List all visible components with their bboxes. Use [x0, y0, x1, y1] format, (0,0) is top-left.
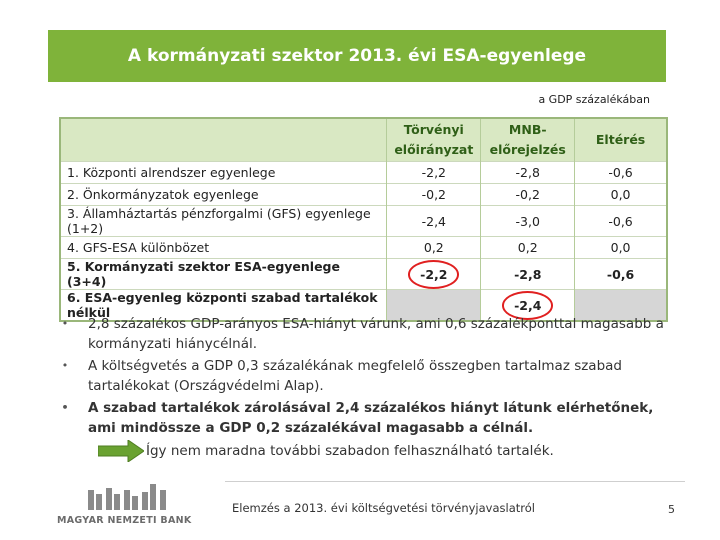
highlight-circle: -2,2	[408, 259, 460, 289]
slide-title-bar: A kormányzati szektor 2013. évi ESA-egye…	[48, 30, 666, 82]
row-label: 6. ESA-egyenleg központi szabad tartalék…	[60, 289, 387, 321]
row-label: 4. GFS-ESA különbözet	[60, 236, 387, 259]
bullet-item: • A szabad tartalékok zárolásával 2,4 sz…	[60, 398, 670, 438]
cell-forecast: 0,2	[480, 236, 575, 259]
bullet-text: A szabad tartalékok zárolásával 2,4 száz…	[88, 400, 654, 436]
header-difference: Eltérés	[574, 118, 667, 162]
cell-statutory-empty	[386, 289, 481, 321]
bullet-item: • A költségvetés a GDP 0,3 százalékának …	[60, 356, 670, 396]
table-header-row: Törvényi előirányzat MNB- előrejelzés El…	[60, 118, 667, 162]
cell-forecast-circled: -2,4	[480, 289, 575, 321]
bullet-text: A költségvetés a GDP 0,3 százalékának me…	[88, 358, 622, 394]
row-label: 3. Államháztartás pénzforgalmi (GFS) egy…	[60, 205, 387, 237]
mnb-logo-icon	[88, 484, 166, 510]
table-row: 1. Központi alrendszer egyenlege -2,2 -2…	[60, 161, 667, 184]
bullet-dot-icon: •	[61, 359, 69, 372]
right-arrow-icon	[98, 440, 144, 462]
table-row: 2. Önkormányzatok egyenlege -0,2 -0,2 0,…	[60, 183, 667, 206]
header-statutory-line2: előirányzat	[394, 142, 474, 157]
bullet-item: • 2,8 százalékos GDP-arányos ESA-hiányt …	[60, 314, 670, 354]
cell-difference: 0,0	[574, 236, 667, 259]
cell-statutory: -2,4	[386, 205, 481, 237]
cell-statutory: 0,2	[386, 236, 481, 259]
table-row-excl-reserves: 6. ESA-egyenleg központi szabad tartalék…	[60, 289, 667, 321]
bullet-list: • 2,8 százalékos GDP-arányos ESA-hiányt …	[60, 314, 670, 440]
highlight-circle: -2,4	[501, 290, 554, 320]
header-mnb-line1: MNB-	[508, 122, 547, 137]
cell-forecast: -0,2	[480, 183, 575, 206]
bullet-dot-icon: •	[61, 401, 69, 414]
table-row-total: 5. Kormányzati szektor ESA-egyenlege (3+…	[60, 258, 667, 290]
cell-forecast: -2,8	[480, 161, 575, 184]
header-statutory: Törvényi előirányzat	[386, 118, 481, 162]
table-row: 3. Államháztartás pénzforgalmi (GFS) egy…	[60, 205, 667, 237]
cell-statutory: -2,2	[386, 161, 481, 184]
cell-forecast: -2,8	[480, 258, 575, 290]
unit-note: a GDP százalékában	[538, 93, 650, 106]
cell-difference-empty	[574, 289, 667, 321]
footer-caption: Elemzés a 2013. évi költségvetési törvén…	[232, 501, 535, 515]
budget-table: Törvényi előirányzat MNB- előrejelzés El…	[59, 117, 668, 322]
page-number: 5	[668, 503, 675, 516]
cell-statutory: -0,2	[386, 183, 481, 206]
cell-statutory-circled: -2,2	[386, 258, 481, 290]
logo-text: MAGYAR NEMZETI BANK	[57, 515, 192, 526]
table-row: 4. GFS-ESA különbözet 0,2 0,2 0,0	[60, 236, 667, 259]
header-mnb-line2: előrejelzés	[489, 142, 566, 157]
conclusion-line: Így nem maradna további szabadon felhasz…	[98, 440, 554, 462]
bullet-text: 2,8 százalékos GDP-arányos ESA-hiányt vá…	[88, 316, 664, 352]
row-label: 5. Kormányzati szektor ESA-egyenlege (3+…	[60, 258, 387, 290]
cell-difference: 0,0	[574, 183, 667, 206]
cell-difference: -0,6	[574, 258, 667, 290]
header-statutory-line1: Törvényi	[403, 122, 464, 137]
cell-difference: -0,6	[574, 205, 667, 237]
cell-forecast: -3,0	[480, 205, 575, 237]
header-label-column	[60, 118, 387, 162]
conclusion-text: Így nem maradna további szabadon felhasz…	[146, 443, 554, 459]
slide-title: A kormányzati szektor 2013. évi ESA-egye…	[127, 46, 587, 66]
row-label: 2. Önkormányzatok egyenlege	[60, 183, 387, 206]
header-mnb-forecast: MNB- előrejelzés	[480, 118, 575, 162]
row-label: 1. Központi alrendszer egyenlege	[60, 161, 387, 184]
footer-divider	[225, 481, 685, 482]
bullet-dot-icon: •	[61, 317, 69, 330]
cell-difference: -0,6	[574, 161, 667, 184]
